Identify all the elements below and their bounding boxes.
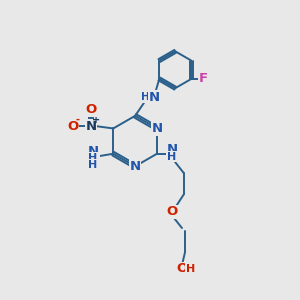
Text: +: + (92, 115, 101, 124)
Text: H: H (88, 160, 97, 170)
Text: O: O (67, 120, 78, 133)
Text: -: - (76, 115, 80, 124)
Text: H: H (88, 153, 97, 163)
Text: O: O (176, 262, 188, 275)
Text: N: N (152, 122, 163, 135)
Text: N: N (85, 120, 97, 133)
Text: O: O (167, 205, 178, 218)
Text: N: N (88, 145, 99, 158)
Text: H: H (167, 152, 176, 162)
Text: F: F (199, 73, 208, 85)
Text: N: N (130, 160, 141, 173)
Text: O: O (85, 103, 97, 116)
Text: H: H (186, 264, 195, 274)
Text: N: N (148, 91, 159, 104)
Text: N: N (166, 143, 177, 156)
Text: H: H (141, 92, 150, 102)
